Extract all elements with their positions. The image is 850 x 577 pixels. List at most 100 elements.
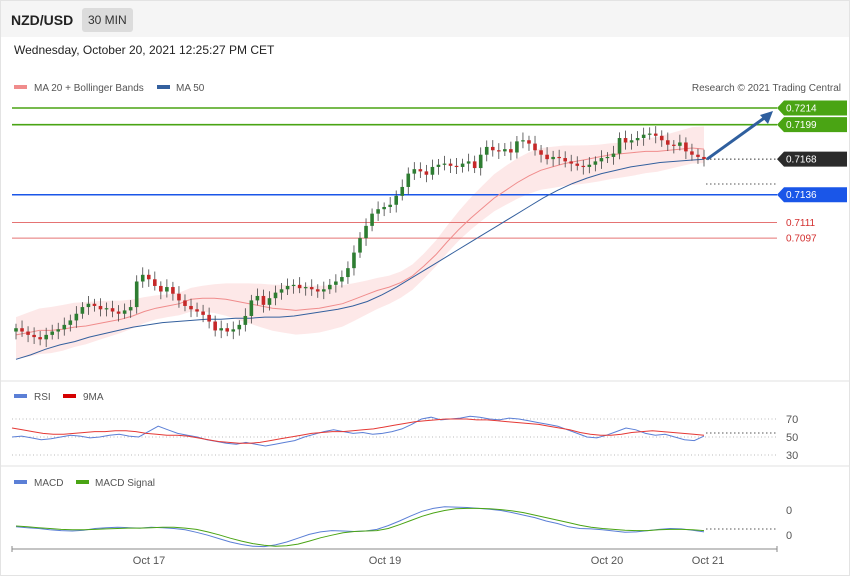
macd-line [15,506,705,548]
bollinger-band [16,126,704,360]
bull-candle [388,204,392,207]
bull-candle [521,140,525,142]
x-tick-label: Oct 21 [692,555,724,567]
macd-panel: 00 [15,505,792,548]
bear-candle [225,328,230,332]
bear-candle [665,140,670,145]
bear-candle [20,328,24,332]
bull-candle [74,313,79,321]
candles [14,126,706,348]
header-bar: NZD/USD 30 MIN [1,1,849,37]
bear-candle [684,142,688,152]
bull-candle [515,141,519,153]
bear-candle [690,151,694,155]
resistance-level-label: 0.7199 [786,120,817,131]
bull-candle [412,169,417,174]
bull-candle [617,138,622,154]
rsi-line [11,415,705,447]
bear-candle [527,140,531,144]
bull-candle [237,324,242,330]
bear-candle [98,305,103,310]
instrument-label: NZD/USD [11,12,74,28]
bear-candle [213,321,217,331]
bull-candle [394,195,399,205]
bear-candle [153,279,157,286]
bull-candle [340,277,344,282]
last-level-tag [777,151,847,167]
rsi-ma9-line [11,418,705,444]
bear-candle [171,287,175,294]
bull-candle [611,153,616,157]
bull-candle [291,284,296,287]
bear-candle [448,163,453,166]
ma50-legend-swatch [157,85,170,89]
ma9-legend-swatch [63,394,76,398]
pivot-level-label: 0.7136 [786,190,817,201]
bear-candle [696,154,700,157]
signal-legend-label: MACD Signal [95,478,155,489]
bull-candle [376,209,380,214]
bear-candle [623,138,628,143]
bear-candle [539,150,543,155]
resistance-level-tag [777,117,847,133]
bear-candle [418,169,423,172]
bull-candle [50,331,55,335]
signal-legend-swatch [76,480,89,484]
bull-candle [436,164,441,167]
bull-candle [503,149,507,152]
bull-candle [44,334,48,340]
macd-tick-label: 0 [786,530,792,542]
bull-candle [352,252,356,269]
bull-candle [364,225,368,239]
bear-candle [563,158,567,162]
bull-candle [460,163,465,167]
bull-candle [641,134,646,139]
bull-candle [303,287,308,289]
rsi-legend-label: RSI [34,392,51,403]
ma20-legend-label: MA 20 + Bollinger Bands [34,83,144,94]
rsi-tick-label: 70 [786,414,798,426]
x-tick-label: Oct 17 [133,555,165,567]
macd-legend-label: MACD [34,478,63,489]
bull-candle [285,285,290,290]
forecast-arrow-head [760,111,773,124]
bull-candle [243,315,248,325]
bear-candle [201,311,205,315]
bull-candle [358,238,362,253]
bull-candle [484,146,489,155]
bull-candle [647,133,652,135]
bull-candle [593,161,598,165]
pivot-level-tag [777,187,847,203]
rsi-panel: 70 50 30 [11,414,798,462]
bear-candle [146,274,151,280]
bear-candle [490,146,495,151]
bull-candle [635,138,640,141]
bear-candle [92,303,97,306]
bear-candle [189,305,193,310]
timeframe-button[interactable]: 30 MIN [82,8,133,32]
bull-candle [678,142,682,146]
bull-candle [370,213,374,226]
bull-candle [128,307,133,311]
bull-candle [599,158,604,162]
bull-candle [551,156,555,160]
credit-label: Research © 2021 Trading Central [692,83,841,94]
bull-candle [231,329,236,332]
bull-candle [267,298,272,305]
bull-candle [279,289,284,293]
bear-candle [557,156,561,159]
bear-candle [110,308,115,312]
bear-candle [472,161,477,169]
bear-candle [545,154,549,160]
x-axis: Oct 17 Oct 19 Oct 20 Oct 21 [133,555,724,567]
bull-candle [273,292,278,299]
ma50-line [15,158,705,360]
macd-legend-swatch [14,480,27,484]
rsi-tick-label: 50 [786,432,798,444]
bull-candle [605,156,610,159]
forecast-arrow-shaft [706,114,768,161]
bollinger-band-area [16,126,704,360]
bull-candle [140,274,145,282]
bull-candle [382,206,386,210]
